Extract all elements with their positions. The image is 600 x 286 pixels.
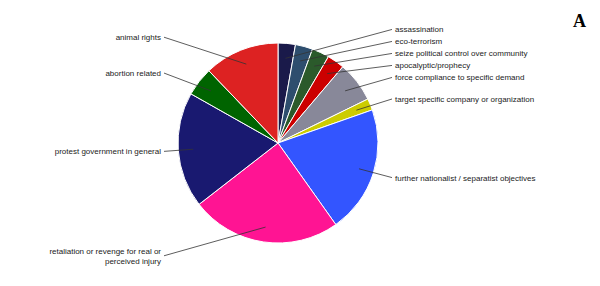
svg-text:apocalyptic/prophecy: apocalyptic/prophecy	[395, 61, 470, 70]
svg-text:abortion related: abortion related	[105, 69, 161, 78]
svg-text:further nationalist / separati: further nationalist / separatist objecti…	[395, 173, 536, 182]
svg-text:assassination: assassination	[395, 25, 443, 34]
svg-text:target specific company or org: target specific company or organization	[395, 94, 534, 103]
svg-text:seize political control over c: seize political control over community	[395, 49, 528, 58]
svg-text:protest government in general: protest government in general	[55, 147, 162, 156]
svg-text:retaliation or revenge for rea: retaliation or revenge for real orpercei…	[49, 246, 161, 265]
svg-text:force compliance to specific d: force compliance to specific demand	[395, 73, 524, 82]
svg-text:animal rights: animal rights	[116, 33, 161, 42]
svg-text:eco-terrorism: eco-terrorism	[395, 37, 442, 46]
html-text:A: A	[573, 11, 586, 31]
